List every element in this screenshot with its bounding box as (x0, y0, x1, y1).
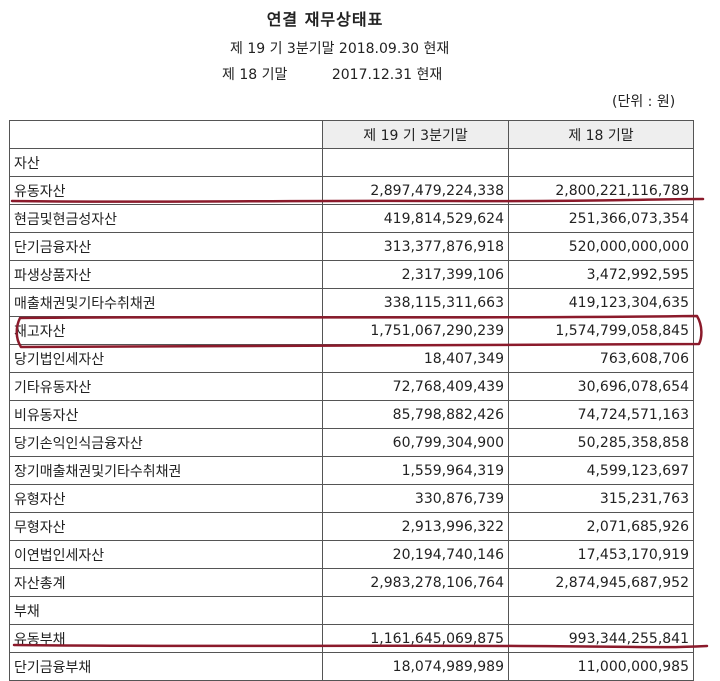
current-value: 1,161,645,069,875 (322, 624, 509, 653)
table-row: 당기손익인식금융자산 60,799,304,900 50,285,358,858 (9, 428, 694, 457)
account-label: 부채 (9, 596, 323, 625)
current-value: 2,317,399,106 (322, 260, 509, 289)
current-value: 419,814,529,624 (322, 204, 509, 233)
current-value: 2,913,996,322 (322, 512, 509, 541)
header-account (9, 120, 323, 149)
table-row: 단기금융자산 313,377,876,918 520,000,000,000 (9, 232, 694, 261)
current-value (322, 148, 509, 177)
current-value: 330,876,739 (322, 484, 509, 513)
account-label: 당기손익인식금융자산 (9, 428, 323, 457)
unit-label: (단위 : 원) (612, 94, 676, 110)
table-header-row: 제 19 기 3분기말 제 18 기말 (9, 120, 694, 149)
account-label: 장기매출채권및기타수취채권 (9, 456, 323, 485)
table-row: 자산 (9, 148, 694, 177)
table-row: 단기금융부채 18,074,989,989 11,000,000,985 (9, 652, 694, 681)
table-row: 부채 (9, 596, 694, 625)
current-value: 85,798,882,426 (322, 400, 509, 429)
current-value: 338,115,311,663 (322, 288, 509, 317)
prior-value: 315,231,763 (508, 484, 694, 513)
prior-value: 1,574,799,058,845 (508, 316, 694, 345)
table-row: 유동자산 2,897,479,224,338 2,800,221,116,789 (9, 176, 694, 205)
prior-value (508, 596, 694, 625)
table-row: 현금및현금성자산 419,814,529,624 251,366,073,354 (9, 204, 694, 233)
current-value: 313,377,876,918 (322, 232, 509, 261)
statement-title: 연결 재무상태표 (266, 10, 384, 29)
account-label: 유동부채 (9, 624, 323, 653)
current-value: 18,407,349 (322, 344, 509, 373)
header-current-period: 제 19 기 3분기말 (322, 120, 509, 149)
account-label: 비유동자산 (9, 400, 323, 429)
account-label: 유동자산 (9, 176, 323, 205)
prior-value: 520,000,000,000 (508, 232, 694, 261)
table-row: 당기법인세자산 18,407,349 763,608,706 (9, 344, 694, 373)
prior-value: 993,344,255,841 (508, 624, 694, 653)
prior-period-line: 제 18 기말 2017.12.31 현재 (222, 67, 443, 83)
table-row: 이연법인세자산 20,194,740,146 17,453,170,919 (9, 540, 694, 569)
prior-value: 74,724,571,163 (508, 400, 694, 429)
current-value: 2,897,479,224,338 (322, 176, 509, 205)
account-label: 단기금융자산 (9, 232, 323, 261)
table-row: 자산총계 2,983,278,106,764 2,874,945,687,952 (9, 568, 694, 597)
table-row: 장기매출채권및기타수취채권 1,559,964,319 4,599,123,69… (9, 456, 694, 485)
current-value: 1,751,067,290,239 (322, 316, 509, 345)
balance-sheet-table: 제 19 기 3분기말 제 18 기말 자산 유동자산 2,897,479,22… (9, 120, 694, 681)
current-value: 1,559,964,319 (322, 456, 509, 485)
header-prior-period: 제 18 기말 (508, 120, 694, 149)
current-value (322, 596, 509, 625)
prior-value: 2,800,221,116,789 (508, 176, 694, 205)
table-row: 무형자산 2,913,996,322 2,071,685,926 (9, 512, 694, 541)
current-value: 60,799,304,900 (322, 428, 509, 457)
current-period-line: 제 19 기 3분기말 2018.09.30 현재 (230, 41, 450, 57)
account-label: 재고자산 (9, 316, 323, 345)
table-row: 비유동자산 85,798,882,426 74,724,571,163 (9, 400, 694, 429)
account-label: 파생상품자산 (9, 260, 323, 289)
table-row: 매출채권및기타수취채권 338,115,311,663 419,123,304,… (9, 288, 694, 317)
prior-value: 30,696,078,654 (508, 372, 694, 401)
account-label: 현금및현금성자산 (9, 204, 323, 233)
table-row: 재고자산 1,751,067,290,239 1,574,799,058,845 (9, 316, 694, 345)
account-label: 자산 (9, 148, 323, 177)
current-value: 18,074,989,989 (322, 652, 509, 681)
account-label: 당기법인세자산 (9, 344, 323, 373)
prior-value: 17,453,170,919 (508, 540, 694, 569)
prior-value: 251,366,073,354 (508, 204, 694, 233)
account-label: 단기금융부채 (9, 652, 323, 681)
prior-value: 50,285,358,858 (508, 428, 694, 457)
prior-value: 2,071,685,926 (508, 512, 694, 541)
prior-value: 3,472,992,595 (508, 260, 694, 289)
current-value: 2,983,278,106,764 (322, 568, 509, 597)
account-label: 기타유동자산 (9, 372, 323, 401)
table-row: 유형자산 330,876,739 315,231,763 (9, 484, 694, 513)
prior-value: 2,874,945,687,952 (508, 568, 694, 597)
prior-value: 763,608,706 (508, 344, 694, 373)
account-label: 유형자산 (9, 484, 323, 513)
prior-value: 4,599,123,697 (508, 456, 694, 485)
table-row: 유동부채 1,161,645,069,875 993,344,255,841 (9, 624, 694, 653)
table-row: 파생상품자산 2,317,399,106 3,472,992,595 (9, 260, 694, 289)
account-label: 이연법인세자산 (9, 540, 323, 569)
current-value: 20,194,740,146 (322, 540, 509, 569)
table-row: 기타유동자산 72,768,409,439 30,696,078,654 (9, 372, 694, 401)
prior-value: 11,000,000,985 (508, 652, 694, 681)
account-label: 자산총계 (9, 568, 323, 597)
account-label: 무형자산 (9, 512, 323, 541)
prior-value: 419,123,304,635 (508, 288, 694, 317)
prior-value (508, 148, 694, 177)
account-label: 매출채권및기타수취채권 (9, 288, 323, 317)
current-value: 72,768,409,439 (322, 372, 509, 401)
